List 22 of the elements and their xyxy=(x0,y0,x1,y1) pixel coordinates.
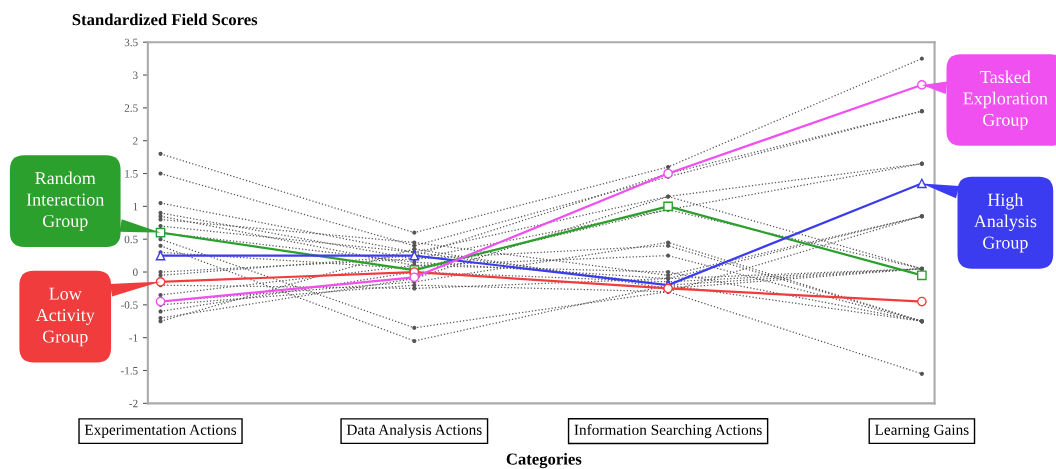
annotation: Random Interaction Group xyxy=(26,171,105,231)
y-tick-label: -1 xyxy=(129,334,138,342)
annotation: High Analysis Group xyxy=(973,193,1037,253)
y-tick-label: 3.5 xyxy=(124,38,138,47)
y-tick-label: -1.5 xyxy=(120,367,138,375)
annotation: Tasked Exploration Group xyxy=(963,70,1048,130)
x-tick-label: Data Analysis Actions xyxy=(346,424,482,439)
y-tick-label: 3 xyxy=(133,71,138,79)
x-tick-label: Learning Gains xyxy=(875,424,969,439)
x-tick-label: Experimentation Actions xyxy=(84,424,237,439)
y-tick-label: 2 xyxy=(133,137,138,145)
x-axis-title: Categories xyxy=(506,452,582,469)
y-tick-label: 0.5 xyxy=(124,235,138,244)
y-tick-label: 1.5 xyxy=(125,170,138,178)
annotation: Low Activity Group xyxy=(35,287,95,347)
x-tick-label: Information Searching Actions xyxy=(574,424,762,439)
y-tick-label: -0.5 xyxy=(120,301,138,309)
y-tick-label: 0 xyxy=(132,268,138,276)
y-tick-label: 1 xyxy=(133,202,138,211)
y-tick-label: -2 xyxy=(129,399,138,408)
y-tick-label: 2.5 xyxy=(124,104,138,112)
chart-title: Standardized Field Scores xyxy=(72,13,258,26)
